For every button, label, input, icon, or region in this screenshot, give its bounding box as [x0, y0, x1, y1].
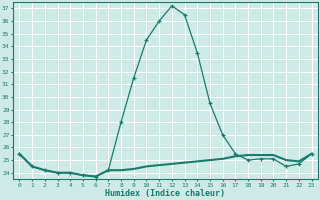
X-axis label: Humidex (Indice chaleur): Humidex (Indice chaleur) [106, 189, 226, 198]
